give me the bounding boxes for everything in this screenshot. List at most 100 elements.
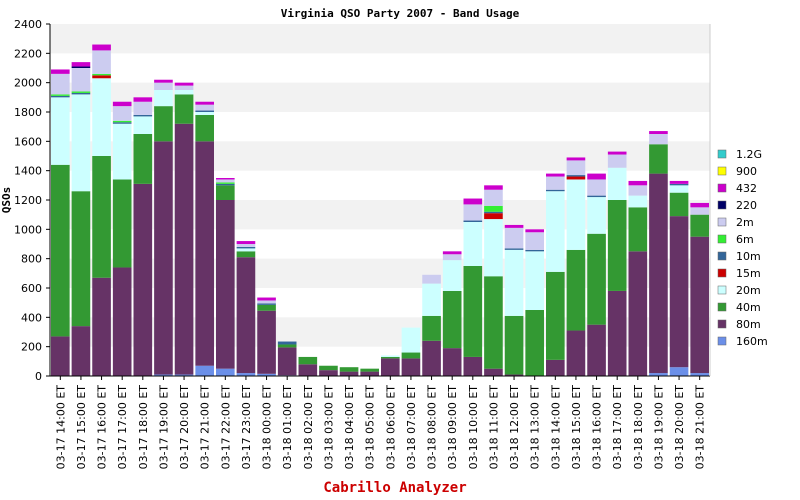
bar-segment-20m — [463, 222, 483, 266]
bar-segment-80m — [174, 123, 194, 375]
bar-segment-432 — [154, 79, 173, 83]
bar-segment-40m — [690, 214, 709, 237]
bar-segment-432 — [195, 101, 214, 105]
x-tick-label: 03-18 04:00 ET — [343, 385, 356, 470]
y-tick-label: 1800 — [14, 106, 42, 119]
x-tick-label: 03-17 19:00 ET — [157, 385, 170, 470]
legend-label: 1.2G — [736, 148, 762, 161]
bar-segment-20m — [401, 327, 421, 353]
bar-segment-80m — [154, 141, 173, 375]
bar-segment-40m — [504, 315, 524, 375]
bar-segment-6m — [71, 91, 91, 93]
bar-segment-6m — [216, 182, 235, 184]
y-tick-label: 2000 — [14, 77, 42, 90]
legend-label: 900 — [736, 165, 757, 178]
chart-title: Virginia QSO Party 2007 - Band Usage — [281, 7, 520, 20]
bar-segment-432 — [484, 185, 503, 190]
bar-segment-20m — [51, 97, 70, 165]
y-tick-label: 600 — [21, 282, 42, 295]
bar-segment-20m — [484, 219, 503, 277]
y-tick-label: 2400 — [14, 18, 42, 31]
bar-segment-80m — [195, 141, 214, 366]
bar-segment-2m — [236, 244, 256, 247]
bar-segment-10m — [463, 220, 483, 222]
bar-segment-432 — [587, 173, 606, 180]
legend-label: 432 — [736, 182, 757, 195]
bar-segment-2m — [607, 154, 627, 168]
x-tick-label: 03-18 09:00 ET — [446, 385, 459, 470]
y-tick-label: 1600 — [14, 135, 42, 148]
y-tick-label: 800 — [21, 253, 42, 266]
bar-segment-2m — [463, 204, 483, 221]
bar-segment-80m — [216, 200, 235, 369]
bar-segment-20m — [546, 191, 565, 272]
bar-segment-80m — [401, 358, 421, 376]
bar-segment-432 — [649, 131, 668, 134]
bar-segment-160m — [257, 373, 276, 376]
legend-swatch — [717, 302, 727, 312]
bar-segment-80m — [607, 290, 627, 376]
bar-segment-10m — [112, 122, 132, 124]
legend-swatch — [717, 336, 727, 346]
legend-item-15m: 15m — [717, 267, 761, 280]
bar-segment-40m — [277, 344, 297, 348]
bar-segment-432 — [51, 69, 70, 74]
legend-item-40m: 40m — [717, 301, 761, 314]
legend-swatch — [717, 251, 727, 261]
y-tick-label: 1400 — [14, 165, 42, 178]
legend-label: 40m — [736, 301, 761, 314]
x-tick-label: 03-18 01:00 ET — [281, 385, 294, 470]
bar-segment-80m — [422, 340, 441, 376]
bar-segment-220 — [71, 66, 91, 68]
bar-segment-6m — [51, 94, 70, 96]
x-tick-label: 03-17 22:00 ET — [219, 385, 232, 470]
bar-segment-40m — [607, 200, 627, 291]
legend-item-1.2G: 1.2G — [717, 148, 762, 161]
legend-label: 220 — [736, 199, 757, 212]
bar-segment-432 — [174, 82, 194, 86]
bar-segment-40m — [587, 233, 606, 325]
bar-segment-20m — [525, 251, 544, 310]
bar-segment-2m — [504, 227, 524, 249]
bar-segment-40m — [298, 356, 318, 365]
bar-segment-40m — [463, 266, 483, 357]
x-tick-label: 03-18 12:00 ET — [508, 385, 521, 470]
bar-segment-80m — [360, 371, 379, 376]
bar-segment-20m — [504, 249, 524, 316]
bar-segment-2m — [92, 50, 111, 74]
bar-segment-80m — [442, 348, 462, 376]
grid-band — [50, 24, 710, 54]
x-tick-label: 03-17 14:00 ET — [54, 385, 67, 470]
bar-segment-10m — [195, 110, 214, 112]
bar-segment-80m — [381, 358, 400, 376]
bar-segment-10m — [133, 114, 153, 117]
bar-segment-2m — [133, 101, 153, 115]
bar-segment-2m — [587, 179, 606, 196]
bar-segment-432 — [628, 180, 648, 186]
bar-segment-2m — [628, 185, 648, 196]
bar-segment-10m — [71, 92, 91, 95]
bar-segment-40m — [195, 114, 214, 142]
bar-segment-40m — [257, 304, 276, 311]
legend-swatch — [717, 319, 727, 329]
bar-segment-10m — [484, 211, 503, 214]
bar-segment-40m — [566, 249, 586, 331]
legend-item-10m: 10m — [717, 250, 761, 263]
legend-swatch — [717, 285, 727, 295]
x-tick-label: 03-18 03:00 ET — [322, 385, 335, 470]
x-tick-label: 03-18 00:00 ET — [261, 385, 274, 470]
bar-segment-10m — [277, 341, 297, 345]
legend-swatch — [717, 200, 727, 210]
bar-segment-2m — [525, 232, 544, 250]
y-tick-label: 1000 — [14, 223, 42, 236]
y-tick-label: 1200 — [14, 194, 42, 207]
bar-segment-2m — [546, 176, 565, 190]
bar-segment-160m — [669, 367, 689, 376]
bars — [51, 44, 709, 376]
x-tick-label: 03-18 15:00 ET — [570, 385, 583, 470]
y-tick-label: 200 — [21, 341, 42, 354]
legend-swatch — [717, 149, 727, 159]
bar-segment-40m — [51, 164, 70, 337]
bar-segment-15m — [484, 213, 503, 220]
bar-segment-432 — [216, 178, 235, 180]
